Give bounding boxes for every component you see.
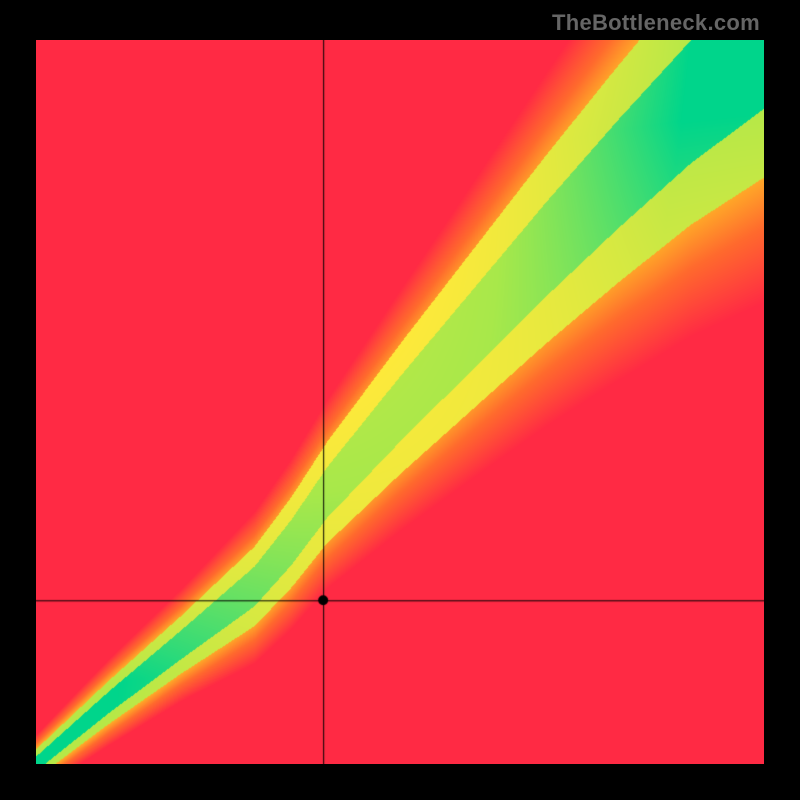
- bottleneck-heatmap: [36, 40, 764, 764]
- chart-frame: TheBottleneck.com: [0, 0, 800, 800]
- watermark-text: TheBottleneck.com: [552, 10, 760, 36]
